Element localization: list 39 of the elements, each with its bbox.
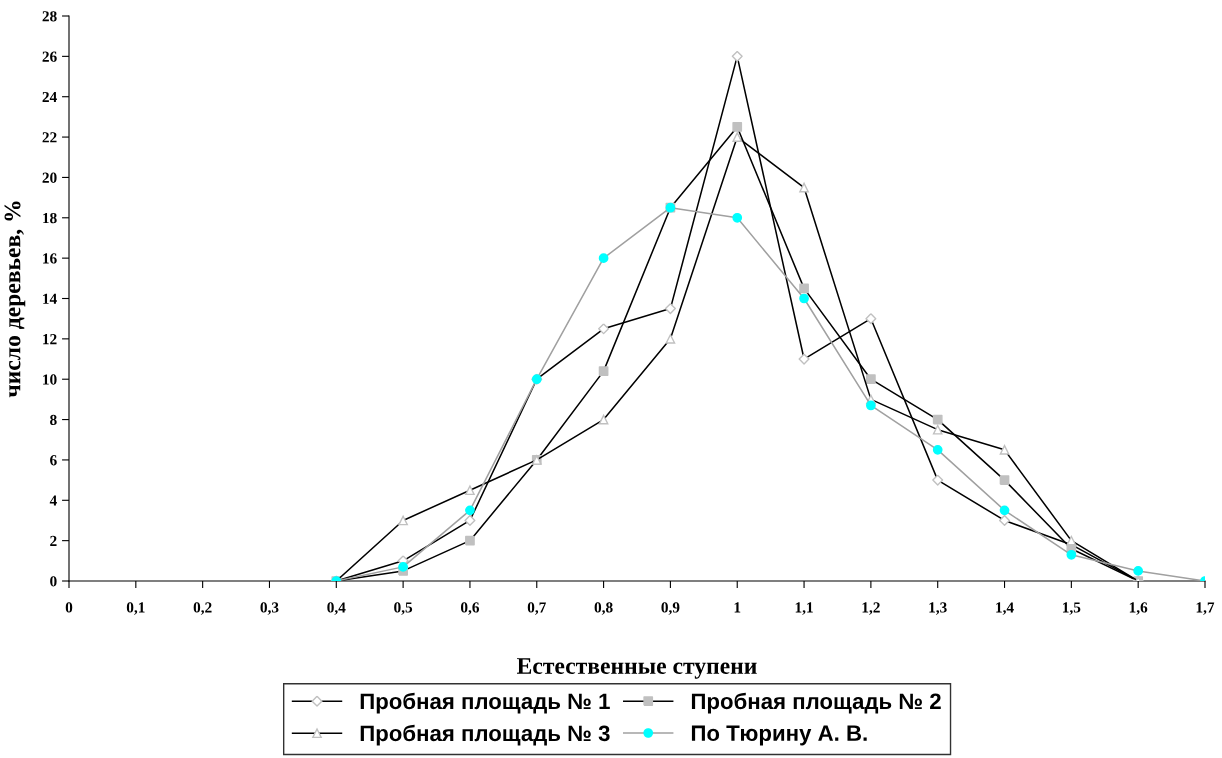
y-tick-label: 0 (50, 576, 57, 587)
x-tick-label: 0,6 (460, 602, 480, 615)
x-tick-label: 1,6 (1129, 602, 1148, 615)
y-tick-label: 10 (43, 374, 57, 385)
y-axis-title: число деревьев, % (4, 201, 26, 398)
x-tick-label: 1,4 (996, 602, 1014, 615)
x-tick-label: 0,9 (661, 602, 680, 615)
legend-label: Пробная площадь № 2 (691, 692, 941, 714)
y-tick-label: 14 (43, 293, 57, 304)
y-tick-label: 28 (42, 11, 57, 22)
x-tick-label: 0,1 (126, 602, 145, 615)
x-tick-label: 0,8 (594, 602, 613, 615)
x-tick-label: 1,7 (1196, 602, 1215, 615)
y-tick-label: 4 (49, 495, 57, 506)
y-tick-label: 22 (42, 132, 57, 143)
y-tick-label: 26 (42, 51, 57, 62)
x-axis-title: Естественные ступени (517, 658, 757, 679)
x-tick-label: 1,2 (862, 602, 880, 615)
y-tick-label: 12 (43, 334, 57, 345)
x-tick-label: 0,4 (327, 602, 346, 615)
y-tick-label: 16 (43, 253, 57, 264)
y-tick-label: 8 (50, 414, 57, 426)
legend-label: Пробная площадь № 3 (360, 724, 610, 746)
x-tick-label: 0,3 (260, 602, 279, 615)
y-tick-label: 20 (42, 172, 57, 183)
x-tick-label: 1,5 (1063, 602, 1081, 615)
legend-label: Пробная площадь № 1 (360, 692, 610, 714)
x-tick-label: 1,3 (929, 602, 947, 615)
x-tick-label: 0 (65, 602, 73, 613)
x-tick-label: 0,7 (527, 602, 546, 615)
legend-label: По Тюрину А. В. (691, 725, 867, 746)
y-tick-label: 18 (43, 212, 57, 224)
x-tick-label: 1,1 (795, 602, 813, 615)
y-tick-label: 6 (50, 455, 57, 466)
x-tick-label: 0,5 (394, 602, 413, 615)
x-tick-label: 0,2 (193, 602, 212, 615)
y-tick-label: 24 (42, 91, 57, 103)
x-tick-label: 1 (734, 602, 741, 613)
y-tick-label: 2 (50, 535, 57, 546)
